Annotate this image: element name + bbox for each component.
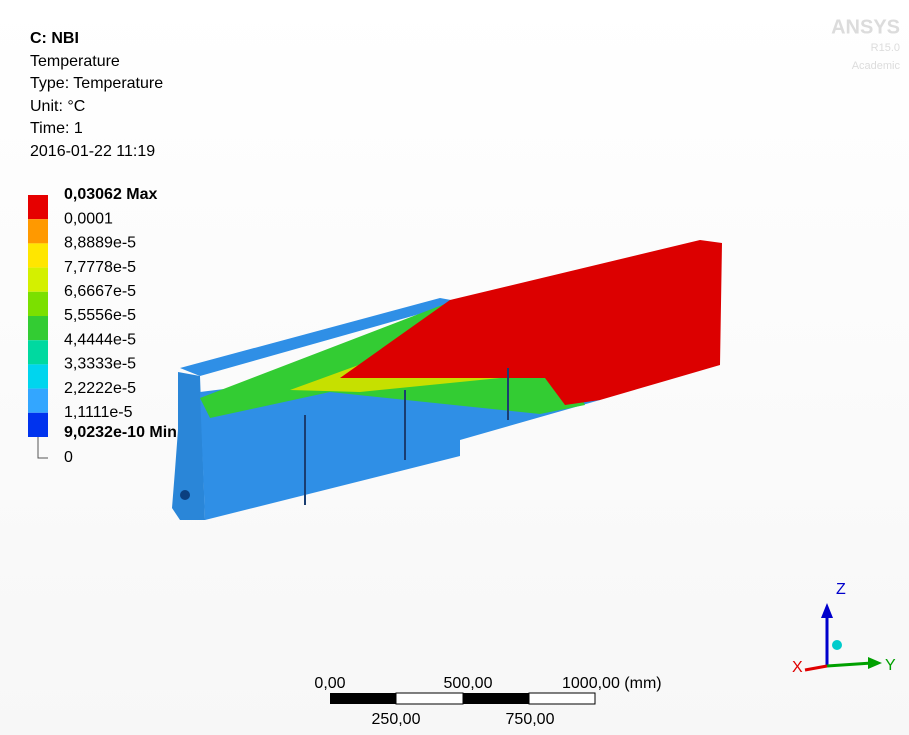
logo-edition: Academic <box>852 60 901 72</box>
header-line: Type: Temperature <box>30 75 163 92</box>
logo-release: R15.0 <box>871 42 900 54</box>
viewport: C: NBI Temperature Type: Temperature Uni… <box>0 0 909 735</box>
header-line: 2016-01-22 11:19 <box>30 143 155 160</box>
legend-label: 5,5556e-5 <box>64 307 136 324</box>
scale-label: 750,00 <box>506 711 555 728</box>
legend-band <box>28 364 48 388</box>
header-line: C: NBI <box>30 30 79 47</box>
triad: Z Y X <box>792 581 896 676</box>
triad-z: Z <box>836 581 846 598</box>
scale-label: 1000,00 (mm) <box>562 675 662 692</box>
triad-x: X <box>792 659 803 676</box>
logo: ANSYS R15.0 Academic <box>831 16 900 72</box>
scale-label: 0,00 <box>314 675 345 692</box>
header-line: Unit: °C <box>30 98 85 115</box>
model-hole <box>180 490 190 500</box>
scale-seg <box>529 693 595 704</box>
triad-y: Y <box>885 657 896 674</box>
scale-bar: 0,00 500,00 1000,00 (mm) 250,00 750,00 <box>314 675 661 728</box>
scale-label: 500,00 <box>444 675 493 692</box>
legend: 0,03062 Max 9,0232e-10 Min 0 0,0001 8,888… <box>28 186 177 466</box>
logo-name: ANSYS <box>831 16 900 38</box>
legend-band <box>28 389 48 413</box>
scale-label: 250,00 <box>372 711 421 728</box>
legend-label: 3,3333e-5 <box>64 356 136 373</box>
legend-band <box>28 413 48 437</box>
legend-band <box>28 316 48 340</box>
scene: C: NBI Temperature Type: Temperature Uni… <box>0 0 909 735</box>
legend-zero: 0 <box>64 449 73 466</box>
legend-label: 0,0001 <box>64 210 113 227</box>
legend-band <box>28 243 48 267</box>
legend-band <box>28 219 48 243</box>
legend-band <box>28 340 48 364</box>
legend-band <box>28 268 48 292</box>
legend-band <box>28 195 48 219</box>
legend-label: 7,7778e-5 <box>64 259 136 276</box>
legend-label: 8,8889e-5 <box>64 235 136 252</box>
legend-zero-line <box>38 437 48 458</box>
legend-label: 1,1111e-5 <box>64 404 133 421</box>
legend-band <box>28 292 48 316</box>
legend-label: 6,6667e-5 <box>64 283 136 300</box>
legend-max: 0,03062 Max <box>64 186 158 203</box>
header-line: Temperature <box>30 53 120 70</box>
scale-seg <box>463 693 529 704</box>
legend-min: 9,0232e-10 Min <box>64 424 177 441</box>
header-line: Time: 1 <box>30 120 83 137</box>
model <box>172 240 722 520</box>
scale-seg <box>396 693 463 704</box>
scale-seg <box>330 693 396 704</box>
legend-label: 2,2222e-5 <box>64 380 136 397</box>
legend-label: 4,4444e-5 <box>64 331 136 348</box>
header: C: NBI Temperature Type: Temperature Uni… <box>30 30 163 160</box>
